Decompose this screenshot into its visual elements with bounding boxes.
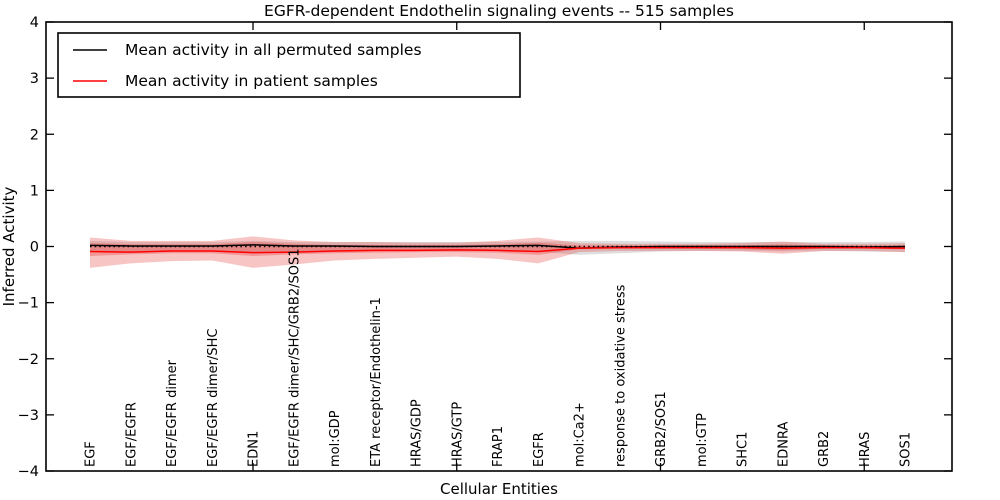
category-label: EGF/EGFR dimer bbox=[165, 359, 180, 467]
y-tick-label: −1 bbox=[18, 296, 39, 312]
category-label: EGF/EGFR bbox=[124, 402, 139, 467]
y-tick-label: −2 bbox=[18, 352, 39, 368]
legend-label-patient: Mean activity in patient samples bbox=[125, 72, 378, 90]
y-tick-label: 3 bbox=[30, 71, 39, 87]
category-label: EGFR bbox=[532, 432, 547, 467]
series-line-patient bbox=[89, 246, 906, 254]
series-line-permuted bbox=[89, 244, 906, 249]
category-label: ETA receptor/Endothelin-1 bbox=[369, 297, 384, 467]
category-label: mol:GTP bbox=[695, 413, 710, 467]
category-label: EGF/EGFR dimer/SHC bbox=[206, 329, 221, 467]
category-label: GRB2 bbox=[817, 431, 832, 467]
category-label: mol:GDP bbox=[328, 410, 343, 467]
category-label: mol:Ca2+ bbox=[573, 402, 588, 467]
legend-label-permuted: Mean activity in all permuted samples bbox=[125, 41, 422, 59]
category-label: SOS1 bbox=[899, 432, 914, 467]
y-tick-label: −3 bbox=[18, 408, 39, 424]
chart-title: EGFR-dependent Endothelin signaling even… bbox=[264, 2, 734, 20]
y-tick-label: −4 bbox=[18, 464, 39, 480]
y-tick-label: 2 bbox=[30, 127, 39, 143]
legend-frame bbox=[57, 32, 521, 98]
category-label: response to oxidative stress bbox=[613, 284, 628, 467]
category-label: EGF bbox=[84, 441, 99, 467]
y-tick-label: 4 bbox=[30, 15, 39, 31]
y-axis-label: Inferred Activity bbox=[0, 186, 18, 306]
category-label: HRAS bbox=[858, 432, 873, 467]
y-tick-label: 1 bbox=[30, 183, 39, 199]
category-label: FRAP1 bbox=[491, 426, 506, 467]
category-label: HRAS/GTP bbox=[450, 402, 465, 467]
y-tick-label: 0 bbox=[30, 240, 39, 256]
category-label: EDN1 bbox=[247, 431, 262, 467]
category-label: SHC1 bbox=[736, 432, 751, 467]
x-axis-label: Cellular Entities bbox=[440, 480, 558, 498]
patient-samples-outer-spread-band bbox=[90, 236, 905, 268]
category-label: GRB2/SOS1 bbox=[654, 391, 669, 467]
category-label: EGF/EGFR dimer/SHC/GRB2/SOS1 bbox=[287, 249, 302, 468]
plot-frame bbox=[45, 21, 953, 472]
legend-box: Mean activity in all permuted samples Me… bbox=[57, 32, 521, 98]
category-label: HRAS/GDP bbox=[410, 399, 425, 467]
plot-area: 4 3 2 1 0 −1 −2 −3 −4 EGF EGF/EGFR EGF/EGFR dimer EG… bbox=[18, 15, 952, 480]
category-label: EDNRA bbox=[776, 422, 791, 467]
